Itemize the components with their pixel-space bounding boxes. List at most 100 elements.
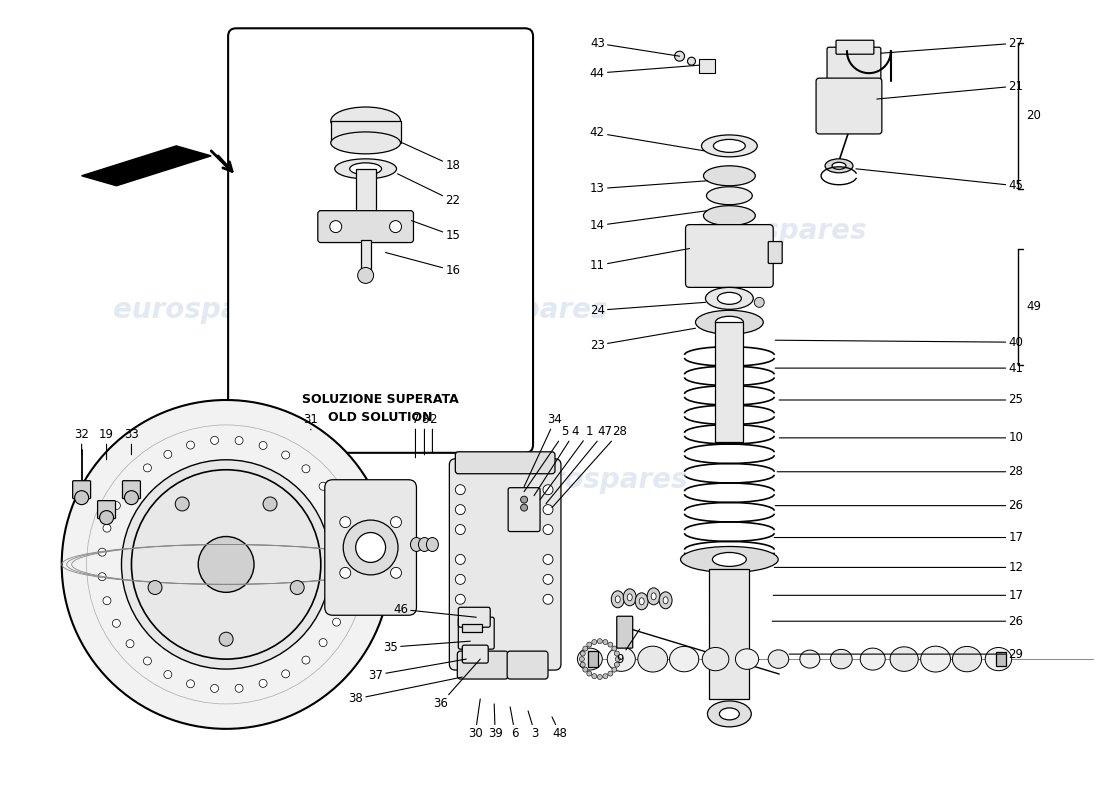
FancyBboxPatch shape <box>318 210 414 242</box>
FancyBboxPatch shape <box>685 225 773 287</box>
Circle shape <box>126 481 134 489</box>
Circle shape <box>592 674 597 678</box>
Text: eurospares: eurospares <box>113 296 289 324</box>
Circle shape <box>132 470 321 659</box>
Ellipse shape <box>427 538 439 551</box>
Circle shape <box>301 656 310 664</box>
Text: 10: 10 <box>779 431 1023 444</box>
Ellipse shape <box>607 647 636 671</box>
FancyBboxPatch shape <box>836 40 873 54</box>
Text: 15: 15 <box>411 221 460 242</box>
Text: 2: 2 <box>429 414 437 452</box>
Circle shape <box>358 267 374 283</box>
Circle shape <box>615 651 619 656</box>
Bar <box>710 570 749 699</box>
Circle shape <box>143 657 152 665</box>
Ellipse shape <box>615 596 620 602</box>
Text: eurospares: eurospares <box>432 296 608 324</box>
Ellipse shape <box>647 588 660 605</box>
Circle shape <box>586 671 592 676</box>
Ellipse shape <box>624 589 636 606</box>
Ellipse shape <box>331 107 400 135</box>
Text: 7: 7 <box>411 414 419 458</box>
Circle shape <box>282 451 289 459</box>
Circle shape <box>520 504 528 511</box>
Circle shape <box>390 517 402 527</box>
Circle shape <box>674 51 684 61</box>
Circle shape <box>235 684 243 692</box>
Ellipse shape <box>714 139 746 152</box>
Circle shape <box>340 517 351 527</box>
Text: 27: 27 <box>881 37 1023 54</box>
FancyBboxPatch shape <box>458 651 508 679</box>
Text: 47: 47 <box>546 426 613 504</box>
Circle shape <box>330 221 342 233</box>
Ellipse shape <box>331 132 400 154</box>
Text: 33: 33 <box>124 428 139 455</box>
Bar <box>355 169 375 214</box>
Bar <box>997 652 1006 666</box>
Circle shape <box>615 662 619 667</box>
Circle shape <box>342 595 350 603</box>
Ellipse shape <box>639 598 645 605</box>
Circle shape <box>581 662 585 667</box>
Circle shape <box>260 442 267 450</box>
Circle shape <box>597 674 603 679</box>
FancyBboxPatch shape <box>508 488 540 531</box>
Bar <box>715 322 744 442</box>
Circle shape <box>543 525 553 534</box>
Circle shape <box>124 490 139 505</box>
Text: 4: 4 <box>535 426 579 496</box>
Circle shape <box>112 619 120 627</box>
Bar <box>462 624 482 632</box>
Circle shape <box>301 465 310 473</box>
Ellipse shape <box>638 646 668 672</box>
Ellipse shape <box>768 650 789 668</box>
Circle shape <box>164 670 172 678</box>
Circle shape <box>62 400 390 729</box>
Text: 41: 41 <box>776 362 1023 374</box>
Circle shape <box>98 548 107 556</box>
FancyBboxPatch shape <box>228 28 534 453</box>
Bar <box>331 121 400 143</box>
Circle shape <box>260 679 267 687</box>
Text: 39: 39 <box>487 704 503 740</box>
Circle shape <box>455 505 465 514</box>
Circle shape <box>520 496 528 503</box>
Circle shape <box>126 640 134 648</box>
Text: eurospares: eurospares <box>692 217 867 245</box>
Circle shape <box>319 638 327 646</box>
Circle shape <box>319 482 327 490</box>
Circle shape <box>342 526 350 534</box>
Text: 29: 29 <box>789 648 1023 661</box>
Ellipse shape <box>702 647 729 670</box>
Circle shape <box>612 646 617 651</box>
Ellipse shape <box>334 159 396 178</box>
Text: 34: 34 <box>524 414 562 486</box>
Text: 23: 23 <box>590 328 695 352</box>
Text: OLD SOLUTION: OLD SOLUTION <box>328 411 432 425</box>
Text: 6: 6 <box>510 707 519 740</box>
Circle shape <box>148 581 162 594</box>
Circle shape <box>455 594 465 604</box>
Circle shape <box>346 571 354 579</box>
Text: 36: 36 <box>433 659 481 710</box>
Bar <box>700 59 715 73</box>
Bar <box>587 651 597 667</box>
Circle shape <box>688 57 695 65</box>
Circle shape <box>235 437 243 445</box>
Circle shape <box>290 581 305 594</box>
Text: 16: 16 <box>386 253 461 277</box>
FancyBboxPatch shape <box>816 78 882 134</box>
Circle shape <box>198 537 254 592</box>
Text: 45: 45 <box>856 169 1023 192</box>
Circle shape <box>346 550 354 558</box>
Circle shape <box>586 642 592 647</box>
Text: 17: 17 <box>773 589 1023 602</box>
Ellipse shape <box>659 592 672 609</box>
FancyBboxPatch shape <box>98 501 116 518</box>
Ellipse shape <box>800 650 820 668</box>
Text: 48: 48 <box>552 717 568 740</box>
Circle shape <box>755 298 764 307</box>
Text: 38: 38 <box>349 677 462 706</box>
